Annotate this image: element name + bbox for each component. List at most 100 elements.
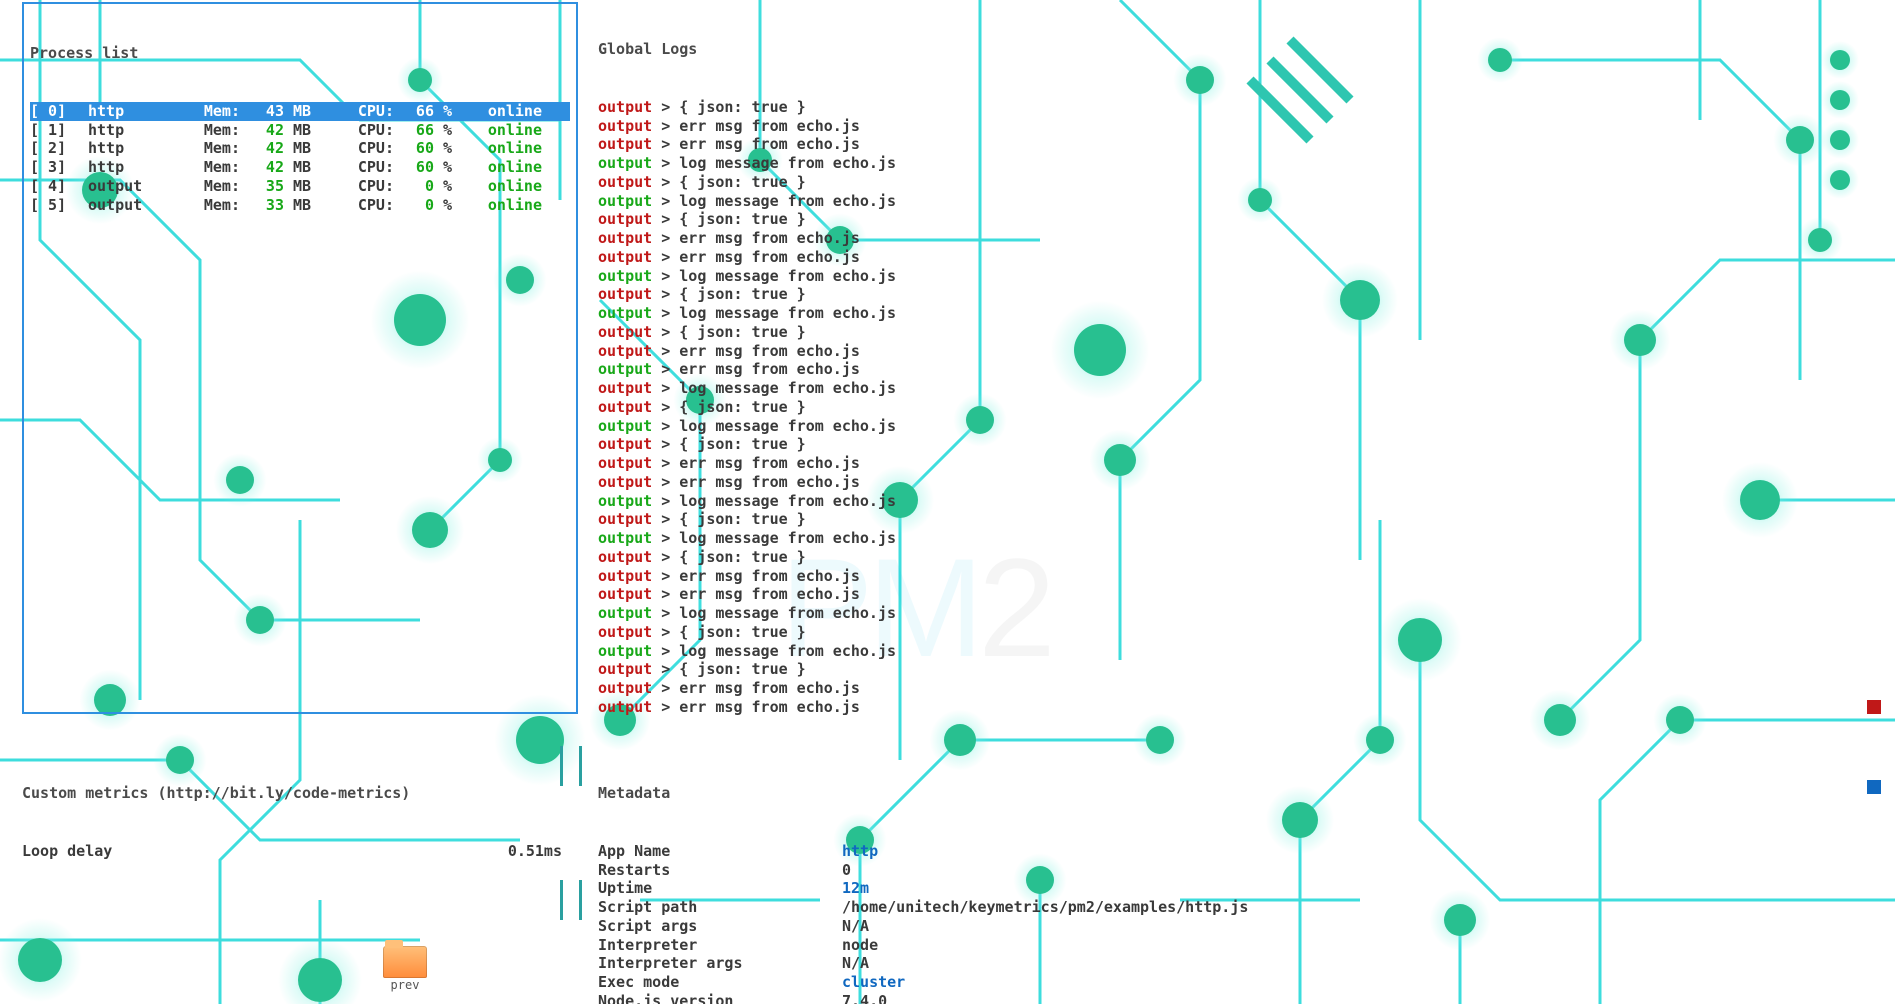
log-message: log message from echo.js xyxy=(679,379,896,397)
log-line: output > err msg from echo.js xyxy=(598,360,1883,379)
log-line: output > err msg from echo.js xyxy=(598,473,1883,492)
log-line: output > err msg from echo.js xyxy=(598,342,1883,361)
log-source: output xyxy=(598,679,652,697)
log-separator: > xyxy=(652,154,679,172)
process-row[interactable]: [ 3]httpMem: 42 MBCPU: 60 %online xyxy=(30,158,570,177)
log-source: output xyxy=(598,548,652,566)
metadata-panel: Metadata App NamehttpRestarts0Uptime12mS… xyxy=(598,746,1883,1004)
log-separator: > xyxy=(652,435,679,453)
log-line: output > { json: true } xyxy=(598,210,1883,229)
log-source: output xyxy=(598,267,652,285)
log-message: { json: true } xyxy=(679,510,805,528)
log-source: output xyxy=(598,398,652,416)
cpu-label: CPU: xyxy=(320,139,394,158)
cpu-unit: % xyxy=(434,196,462,215)
mem-unit: MB xyxy=(284,121,320,140)
metadata-row: App Namehttp xyxy=(598,842,1883,861)
log-separator: > xyxy=(652,623,679,641)
log-source: output xyxy=(598,192,652,210)
log-line: output > { json: true } xyxy=(598,398,1883,417)
log-message: err msg from echo.js xyxy=(679,698,860,716)
log-source: output xyxy=(598,229,652,247)
process-id: [ 4] xyxy=(30,177,88,196)
process-row[interactable]: [ 1]httpMem: 42 MBCPU: 66 %online xyxy=(30,121,570,140)
metadata-value: /home/unitech/keymetrics/pm2/examples/ht… xyxy=(842,898,1248,917)
cpu-value: 66 xyxy=(394,121,434,140)
metric-row: Loop delay 0.51ms xyxy=(22,842,562,861)
log-message: { json: true } xyxy=(679,660,805,678)
log-line: output > log message from echo.js xyxy=(598,642,1883,661)
log-source: output xyxy=(598,473,652,491)
process-id: [ 0] xyxy=(30,102,88,121)
cpu-value: 66 xyxy=(394,102,434,121)
process-row[interactable]: [ 0]httpMem: 43 MBCPU: 66 %online xyxy=(30,102,570,121)
log-line: output > err msg from echo.js xyxy=(598,454,1883,473)
metadata-row: Node.js version7.4.0 xyxy=(598,992,1883,1004)
log-message: { json: true } xyxy=(679,623,805,641)
log-separator: > xyxy=(652,248,679,266)
log-line: output > log message from echo.js xyxy=(598,604,1883,623)
cpu-unit: % xyxy=(434,158,462,177)
cpu-value: 60 xyxy=(394,139,434,158)
folder-prev[interactable]: prev xyxy=(383,946,427,993)
metadata-value: node xyxy=(842,936,878,955)
metric-key: Loop delay xyxy=(22,842,112,861)
log-source: output xyxy=(598,117,652,135)
log-source: output xyxy=(598,285,652,303)
process-row[interactable]: [ 5]outputMem: 33 MBCPU: 0 %online xyxy=(30,196,570,215)
process-row[interactable]: [ 2]httpMem: 42 MBCPU: 60 %online xyxy=(30,139,570,158)
cpu-label: CPU: xyxy=(320,102,394,121)
log-message: log message from echo.js xyxy=(679,267,896,285)
log-separator: > xyxy=(652,548,679,566)
process-row[interactable]: [ 4]outputMem: 35 MBCPU: 0 %online xyxy=(30,177,570,196)
log-separator: > xyxy=(652,173,679,191)
log-source: output xyxy=(598,623,652,641)
metric-value: 0.51ms xyxy=(508,842,562,861)
log-separator: > xyxy=(652,398,679,416)
log-line: output > { json: true } xyxy=(598,98,1883,117)
log-separator: > xyxy=(652,323,679,341)
log-source: output xyxy=(598,510,652,528)
process-list-title: Process list xyxy=(30,44,570,63)
process-status: online xyxy=(462,121,542,140)
metadata-value: 12m xyxy=(842,879,869,898)
log-source: output xyxy=(598,454,652,472)
log-separator: > xyxy=(652,492,679,510)
log-separator: > xyxy=(652,660,679,678)
log-message: { json: true } xyxy=(679,398,805,416)
process-status: online xyxy=(462,196,542,215)
metadata-key: Restarts xyxy=(598,861,842,880)
process-status: online xyxy=(462,158,542,177)
log-source: output xyxy=(598,98,652,116)
log-message: { json: true } xyxy=(679,548,805,566)
log-message: err msg from echo.js xyxy=(679,248,860,266)
metadata-row: Uptime12m xyxy=(598,879,1883,898)
log-message: err msg from echo.js xyxy=(679,585,860,603)
cpu-unit: % xyxy=(434,102,462,121)
metadata-row: Script argsN/A xyxy=(598,917,1883,936)
mem-unit: MB xyxy=(284,102,320,121)
log-source: output xyxy=(598,642,652,660)
log-line: output > log message from echo.js xyxy=(598,304,1883,323)
log-source: output xyxy=(598,248,652,266)
log-message: log message from echo.js xyxy=(679,492,896,510)
process-name: output xyxy=(88,177,180,196)
cpu-label: CPU: xyxy=(320,121,394,140)
log-message: log message from echo.js xyxy=(679,604,896,622)
process-status: online xyxy=(462,102,542,121)
mem-label: Mem: xyxy=(180,121,240,140)
metadata-value: N/A xyxy=(842,917,869,936)
metadata-title: Metadata xyxy=(598,784,1883,803)
process-status: online xyxy=(462,139,542,158)
log-source: output xyxy=(598,342,652,360)
log-message: { json: true } xyxy=(679,173,805,191)
metadata-value: http xyxy=(842,842,878,861)
log-line: output > { json: true } xyxy=(598,285,1883,304)
log-separator: > xyxy=(652,642,679,660)
cpu-label: CPU: xyxy=(320,177,394,196)
mem-value: 42 xyxy=(240,121,284,140)
mem-value: 35 xyxy=(240,177,284,196)
log-line: output > err msg from echo.js xyxy=(598,229,1883,248)
log-separator: > xyxy=(652,342,679,360)
process-id: [ 5] xyxy=(30,196,88,215)
